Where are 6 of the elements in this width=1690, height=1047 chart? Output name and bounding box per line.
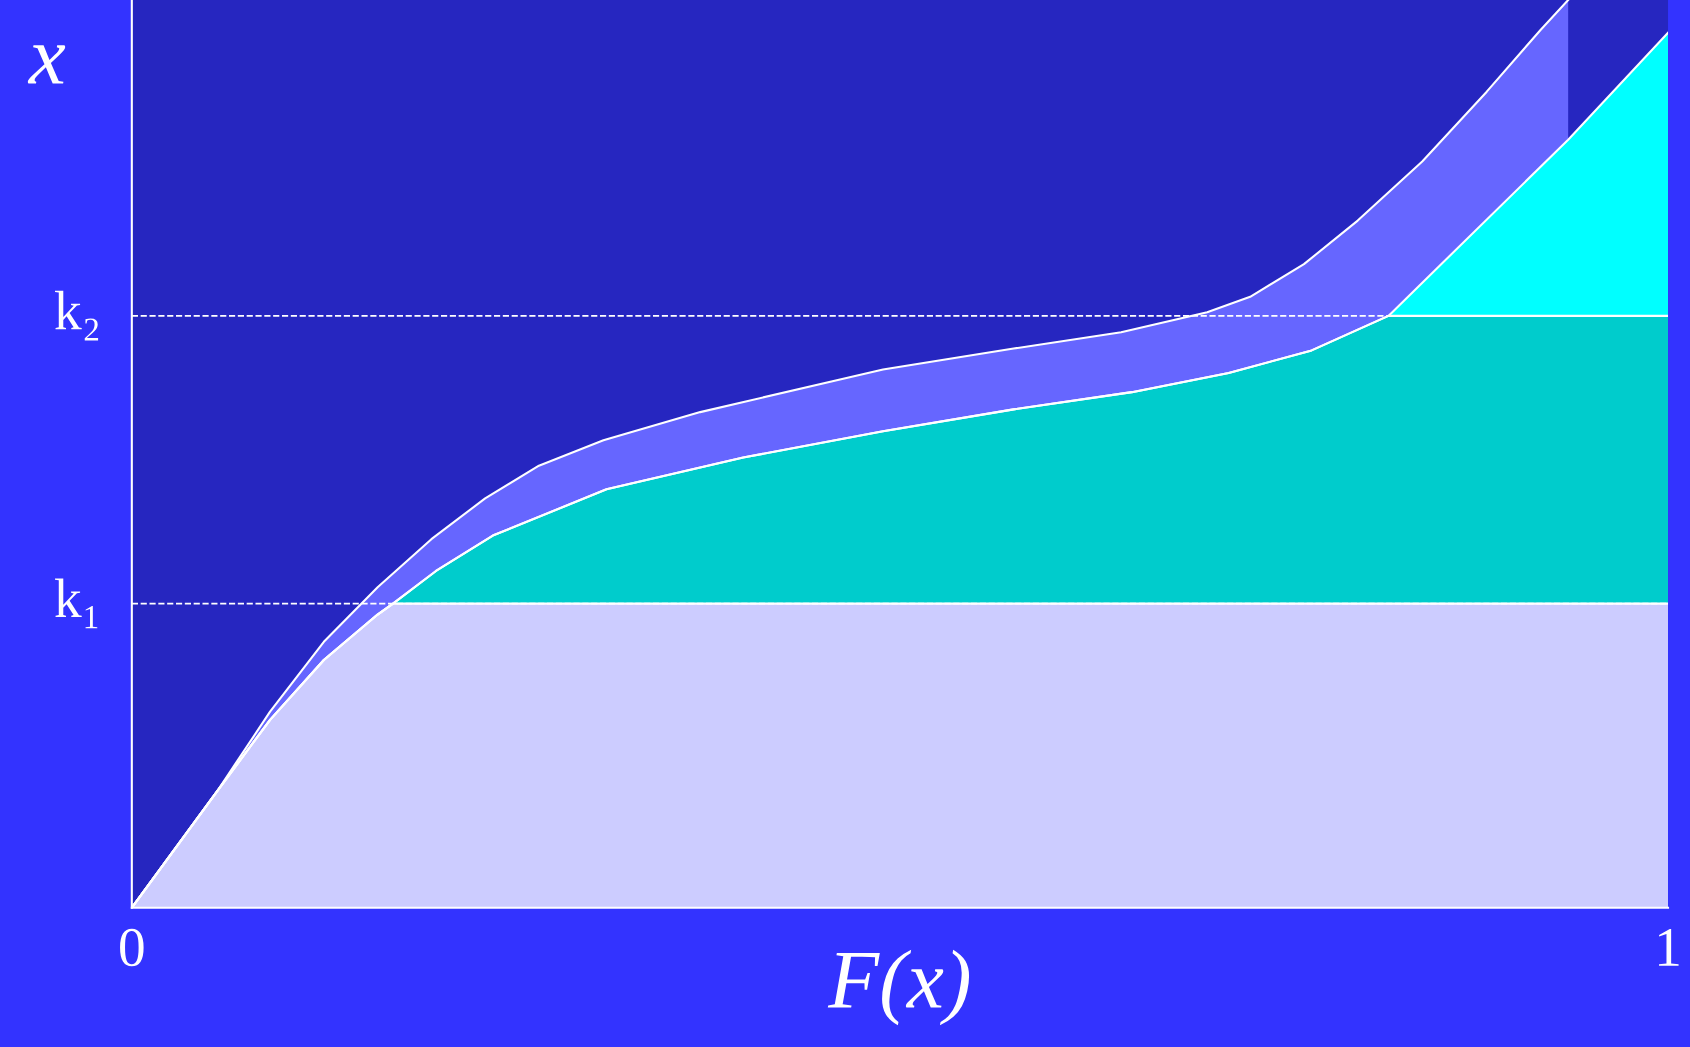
ref-line-label: k₁	[55, 578, 98, 629]
x-axis-title: F(x)	[827, 949, 970, 1026]
ref-line-label: k₂	[55, 290, 99, 341]
x-tick-label: 0	[120, 928, 144, 967]
x-tick-label: 1	[1659, 929, 1679, 966]
y-axis-title: x	[27, 45, 66, 84]
